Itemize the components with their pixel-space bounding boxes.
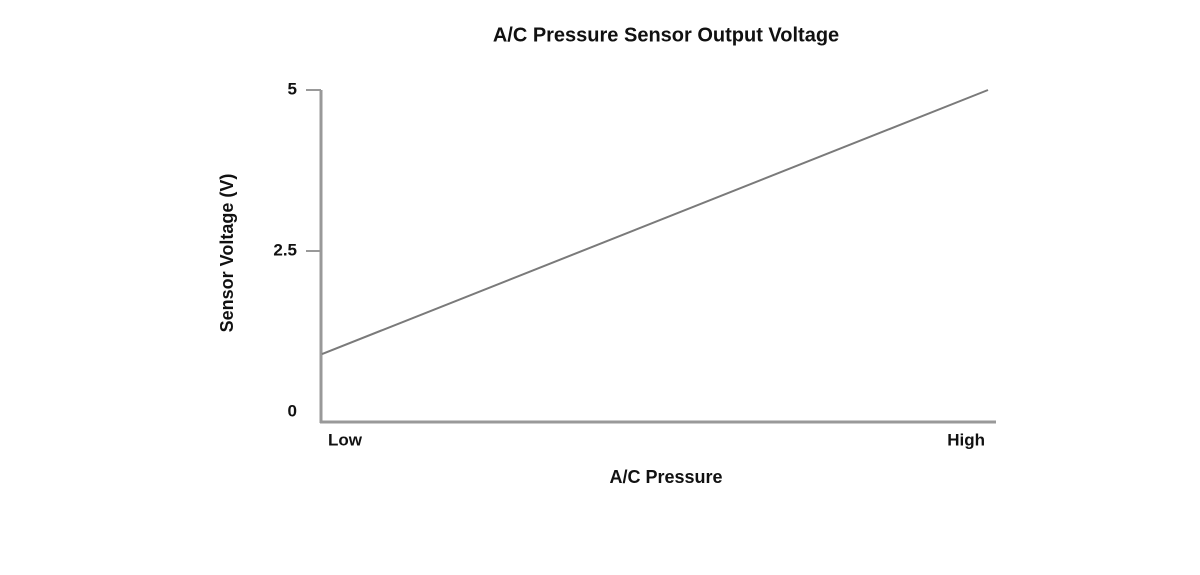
chart-title: A/C Pressure Sensor Output Voltage (493, 24, 839, 46)
y-tick-label: 5 (288, 79, 297, 98)
y-axis-label: Sensor Voltage (V) (217, 174, 237, 333)
y-tick-label: 0 (288, 401, 297, 420)
x-tick-label: High (947, 430, 985, 449)
data-line (321, 89, 989, 355)
x-axis-label: A/C Pressure (609, 467, 722, 487)
x-tick-label: Low (328, 430, 363, 449)
y-tick-label: 2.5 (273, 240, 297, 259)
